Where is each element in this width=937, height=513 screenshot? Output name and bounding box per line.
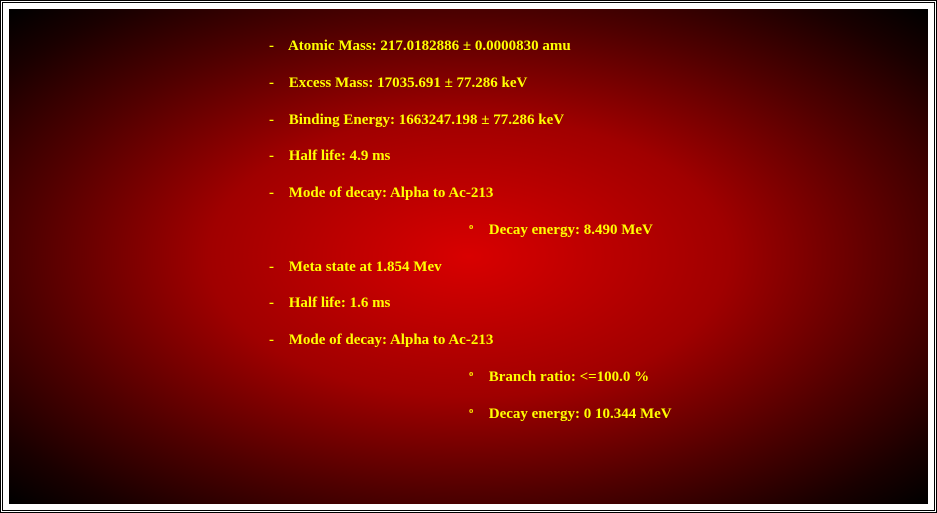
item-text: Half life: 1.6 ms	[289, 295, 391, 311]
bullet-level1: -	[269, 258, 285, 277]
bullet-level1: -	[269, 294, 285, 313]
item-text: Mode of decay: Alpha to Ac-213	[289, 332, 494, 348]
list-subitem: º Decay energy: 8.490 MeV	[469, 221, 898, 240]
list-item: - Half life: 4.9 ms	[269, 147, 898, 166]
panel-background: - Atomic Mass: 217.0182886 ± 0.0000830 a…	[9, 9, 928, 504]
item-text: Branch ratio: <=100.0 %	[489, 369, 649, 385]
content-area: - Atomic Mass: 217.0182886 ± 0.0000830 a…	[269, 37, 898, 441]
bullet-level2: º	[469, 369, 485, 385]
list-item: - Binding Energy: 1663247.198 ± 77.286 k…	[269, 111, 898, 130]
list-item: - Half life: 1.6 ms	[269, 294, 898, 313]
bullet-level1: -	[269, 331, 285, 350]
item-text: Decay energy: 8.490 MeV	[489, 222, 653, 238]
item-text: Binding Energy: 1663247.198 ± 77.286 keV	[289, 112, 564, 128]
bullet-level1: -	[269, 184, 285, 203]
bullet-level2: º	[469, 406, 485, 422]
bullet-level2: º	[469, 222, 485, 238]
item-text: Excess Mass: 17035.691 ± 77.286 keV	[289, 75, 528, 91]
list-subitem: º Branch ratio: <=100.0 %	[469, 368, 898, 387]
list-item: - Meta state at 1.854 Mev	[269, 258, 898, 277]
list-subitem: º Decay energy: 0 10.344 MeV	[469, 405, 898, 424]
list-item: - Atomic Mass: 217.0182886 ± 0.0000830 a…	[269, 37, 898, 56]
item-text: Mode of decay: Alpha to Ac-213	[289, 185, 494, 201]
item-text: Decay energy: 0 10.344 MeV	[489, 406, 672, 422]
bullet-level1: -	[269, 147, 285, 166]
item-text: Meta state at 1.854 Mev	[289, 259, 442, 275]
bullet-level1: -	[269, 111, 285, 130]
list-item: - Mode of decay: Alpha to Ac-213	[269, 184, 898, 203]
item-text: Half life: 4.9 ms	[289, 148, 391, 164]
item-text: Atomic Mass: 217.0182886 ± 0.0000830 amu	[288, 38, 571, 54]
list-item: - Excess Mass: 17035.691 ± 77.286 keV	[269, 74, 898, 93]
outer-frame: - Atomic Mass: 217.0182886 ± 0.0000830 a…	[0, 0, 937, 513]
list-item: - Mode of decay: Alpha to Ac-213	[269, 331, 898, 350]
bullet-level1: -	[269, 74, 285, 93]
bullet-level1: -	[269, 37, 285, 56]
